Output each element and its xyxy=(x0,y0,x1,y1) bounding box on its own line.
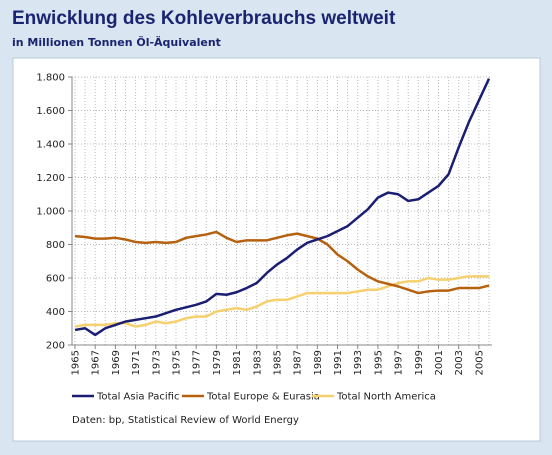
x-tick-label: 1967 xyxy=(91,350,102,375)
legend-label: Total Asia Pacific xyxy=(96,392,179,403)
y-tick-label: 800 xyxy=(46,240,65,251)
x-tick-label: 1981 xyxy=(232,350,243,375)
x-tick-label: 2001 xyxy=(434,350,445,375)
x-tick-label: 1983 xyxy=(252,350,263,375)
y-tick-label: 600 xyxy=(46,274,65,285)
x-tick-label: 1971 xyxy=(131,350,142,375)
series-line xyxy=(74,230,490,295)
x-tick-label: 1975 xyxy=(171,350,182,375)
x-tick-label: 1999 xyxy=(414,350,425,375)
x-tick-label: 1989 xyxy=(313,350,324,375)
chart-title: Enwicklung des Kohleverbrauchs weltweit xyxy=(12,8,396,29)
series-line xyxy=(74,275,489,328)
y-tick-label: 200 xyxy=(46,341,65,352)
x-tick-label: 1969 xyxy=(111,350,122,375)
legend-label: Total North America xyxy=(336,392,436,403)
chart-subtitle: in Millionen Tonnen Öl-Äquivalent xyxy=(12,35,221,49)
y-tick-label: 400 xyxy=(46,307,65,318)
x-tick-label: 1965 xyxy=(71,350,82,375)
x-tick-label: 1991 xyxy=(333,350,344,375)
x-tick-label: 2005 xyxy=(474,350,485,375)
x-tick-label: 1973 xyxy=(151,350,162,375)
y-tick-label: 1.400 xyxy=(36,140,65,151)
x-tick-label: 1995 xyxy=(373,350,384,375)
x-tick-label: 1979 xyxy=(212,350,223,375)
x-tick-label: 1997 xyxy=(394,350,405,375)
y-tick-label: 1.000 xyxy=(36,207,65,218)
x-tick-label: 1985 xyxy=(272,350,283,375)
panel xyxy=(12,57,541,442)
source: Daten: bp, Statistical Review of World E… xyxy=(72,415,299,426)
series-line xyxy=(74,78,491,337)
y-tick-label: 1.200 xyxy=(36,173,65,184)
x-tick-label: 1987 xyxy=(293,350,304,375)
x-tick-label: 2003 xyxy=(454,350,465,375)
x-tick-label: 1977 xyxy=(192,350,203,375)
legend-label: Total Europe & Eurasia xyxy=(206,392,320,403)
x-tick-label: 1993 xyxy=(353,350,364,375)
y-tick-label: 1.800 xyxy=(36,73,65,84)
y-tick-label: 1.600 xyxy=(36,106,65,117)
